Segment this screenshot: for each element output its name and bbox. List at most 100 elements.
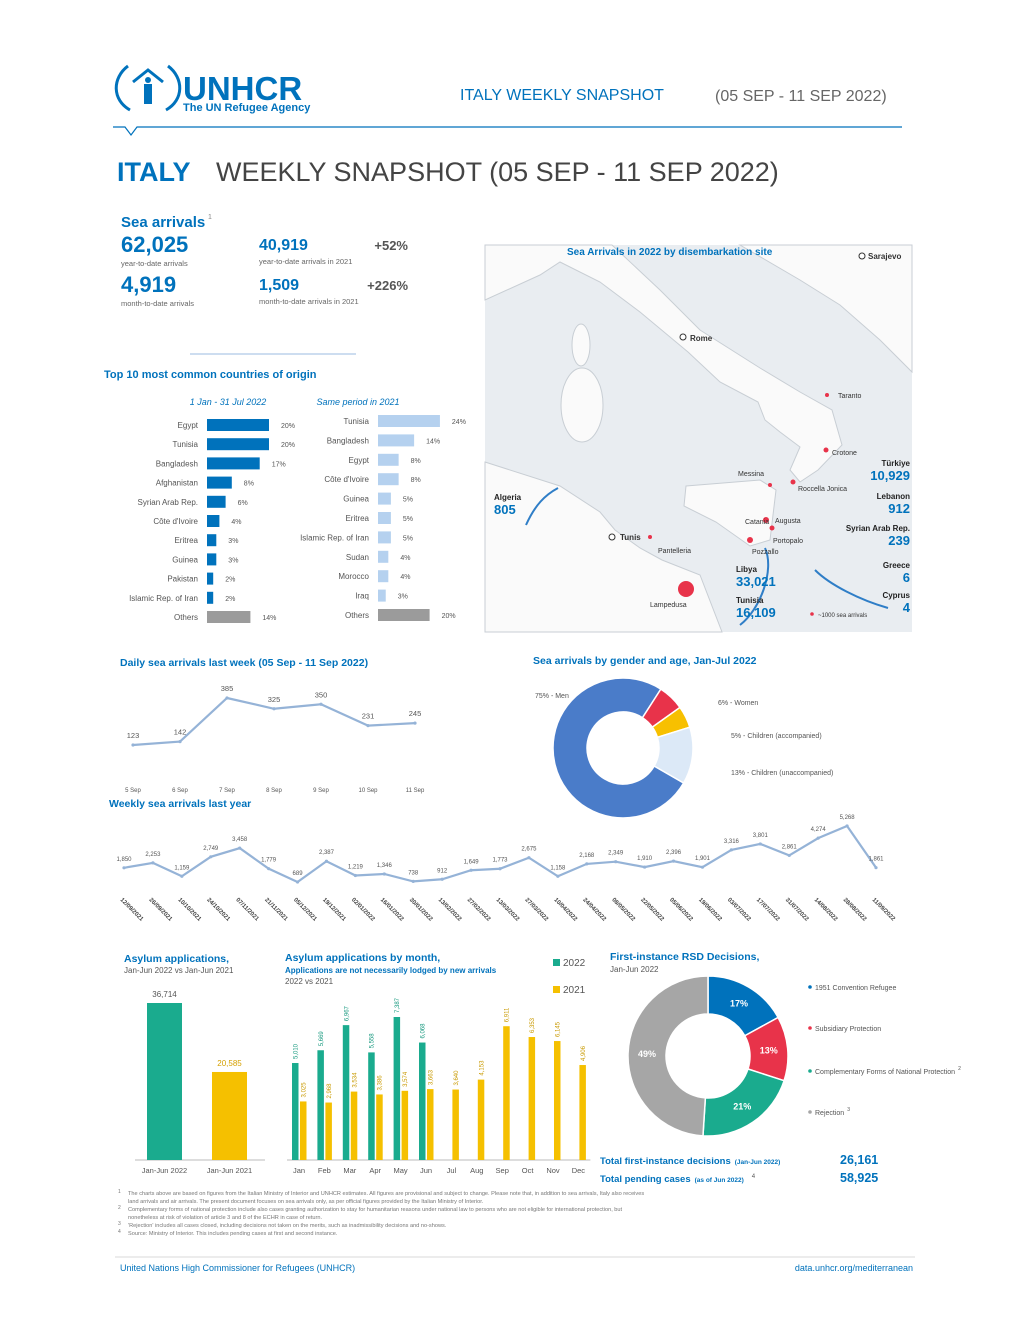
point-label: 1,861 — [868, 857, 884, 863]
bar-value-label: 6,145 — [556, 1021, 562, 1037]
x-tick-label: 05/12/2021 — [292, 897, 318, 923]
x-tick-label: 03/07/2022 — [726, 897, 752, 923]
bar — [317, 1050, 324, 1160]
point-label: 245 — [409, 709, 422, 718]
legend-label: 1951 Convention Refugee — [815, 985, 896, 992]
point-label: 2,749 — [203, 846, 219, 852]
bar-value-label: 3,663 — [429, 1069, 435, 1085]
person — [144, 84, 152, 104]
bar-value-label: 5,558 — [370, 1033, 376, 1049]
header-rule — [113, 126, 902, 136]
point — [787, 853, 791, 858]
x-tick-label: 19/12/2021 — [321, 897, 347, 923]
bar-value-label: 3,534 — [352, 1072, 358, 1088]
bar-value-label: 20% — [281, 442, 295, 449]
point — [758, 842, 762, 846]
logo-text: UNHCR — [183, 70, 302, 107]
point-label: 123 — [127, 731, 140, 740]
bar — [207, 438, 269, 451]
map-city — [679, 333, 687, 341]
footnote-mark: 2 — [118, 1205, 121, 1211]
header-period: (05 SEP - 11 SEP 2022) — [715, 88, 887, 105]
bar — [528, 1037, 536, 1160]
point-label: 1,910 — [637, 856, 653, 862]
map-origin-value: 16,109 — [736, 605, 776, 620]
point — [353, 873, 357, 878]
point-label: 1,779 — [261, 858, 277, 864]
map-place: Taranto — [838, 393, 861, 400]
point-label: 689 — [293, 871, 304, 877]
bar — [554, 1041, 561, 1160]
map-origin-value: 6 — [903, 570, 910, 585]
point-label: 350 — [315, 690, 328, 699]
stat-value: 62,025 — [121, 232, 188, 257]
point — [874, 866, 878, 870]
point-label: 2,396 — [666, 850, 682, 856]
map-origin-name: Syrian Arab Rep. — [846, 524, 910, 533]
bar — [477, 1079, 485, 1160]
bar — [378, 512, 391, 524]
point — [225, 696, 229, 700]
x-tick-label: Jul — [447, 1166, 457, 1175]
x-tick-label: 11 Sep — [406, 788, 425, 794]
point — [151, 861, 155, 865]
x-tick-label: Mar — [343, 1166, 356, 1175]
point — [643, 865, 647, 869]
x-tick-label: 27/02/2022 — [466, 897, 492, 923]
point-label: 3,458 — [232, 837, 248, 843]
point — [614, 860, 618, 864]
footnote-mark: 3 — [118, 1221, 121, 1227]
point-label: 1,901 — [695, 856, 711, 862]
bar-category: Syrian Arab Rep. — [138, 498, 198, 507]
legend-label: Subsidiary Protection — [815, 1026, 881, 1033]
bar-value-label: 4% — [400, 555, 410, 562]
bar — [452, 1089, 459, 1160]
bar-value-label: 20,585 — [217, 1059, 242, 1068]
stat-label: month-to-date arrivals in 2021 — [259, 297, 359, 306]
bar-value-label: 5% — [403, 535, 413, 542]
map-origin-value: 805 — [494, 502, 516, 517]
bar — [378, 473, 399, 486]
total-label: Total pending cases — [600, 1174, 691, 1185]
stat-label: month-to-date arrivals — [121, 299, 194, 308]
bar — [419, 1042, 426, 1160]
bar-value-label: 5% — [403, 516, 413, 523]
footnote-ref: 3 — [847, 1107, 850, 1113]
chart-title: Daily sea arrivals last week (05 Sep - 1… — [120, 657, 368, 669]
laurel-left — [114, 64, 131, 112]
x-tick-label: 8 Sep — [266, 788, 282, 794]
point — [729, 848, 733, 852]
bar-category: Iraq — [355, 592, 369, 601]
bar — [503, 1026, 510, 1160]
point-label: 1,773 — [492, 858, 508, 864]
bar-value-label: 7,387 — [395, 997, 401, 1013]
map-legend-dot — [810, 612, 814, 616]
bar — [207, 495, 226, 508]
map-place: Roccella Jonica — [798, 486, 847, 493]
bar — [368, 1052, 375, 1160]
point — [131, 743, 135, 747]
bar-value-label: 3% — [228, 557, 238, 564]
point — [267, 867, 271, 871]
point-label: 1,649 — [464, 859, 480, 865]
map-origin-name: Cyprus — [882, 591, 910, 600]
slice — [552, 677, 685, 819]
x-tick-label: 13/03/2022 — [495, 897, 521, 923]
x-tick-label: Jun — [420, 1166, 432, 1175]
bar-value-label: 6,353 — [530, 1017, 536, 1033]
point-label: 2,349 — [608, 851, 624, 857]
point — [209, 855, 213, 859]
map-place: Catania — [745, 519, 769, 526]
bar-value-label: 24% — [452, 419, 466, 426]
bar-category: Côte d'Ivoire — [324, 475, 369, 484]
x-tick-label: 30/01/2022 — [408, 897, 434, 923]
chart-subtitle: Same period in 2021 — [316, 397, 399, 407]
x-tick-label: Aug — [470, 1166, 483, 1175]
bar-category: Islamic Rep. of Iran — [300, 533, 369, 542]
x-tick-label: 22/05/2022 — [639, 897, 665, 923]
bar-value-label: 8% — [411, 458, 421, 465]
bar — [378, 550, 389, 563]
footer-left: United Nations High Commissioner for Ref… — [120, 1263, 355, 1273]
point — [440, 877, 444, 881]
bar-value-label: 20% — [442, 613, 456, 620]
